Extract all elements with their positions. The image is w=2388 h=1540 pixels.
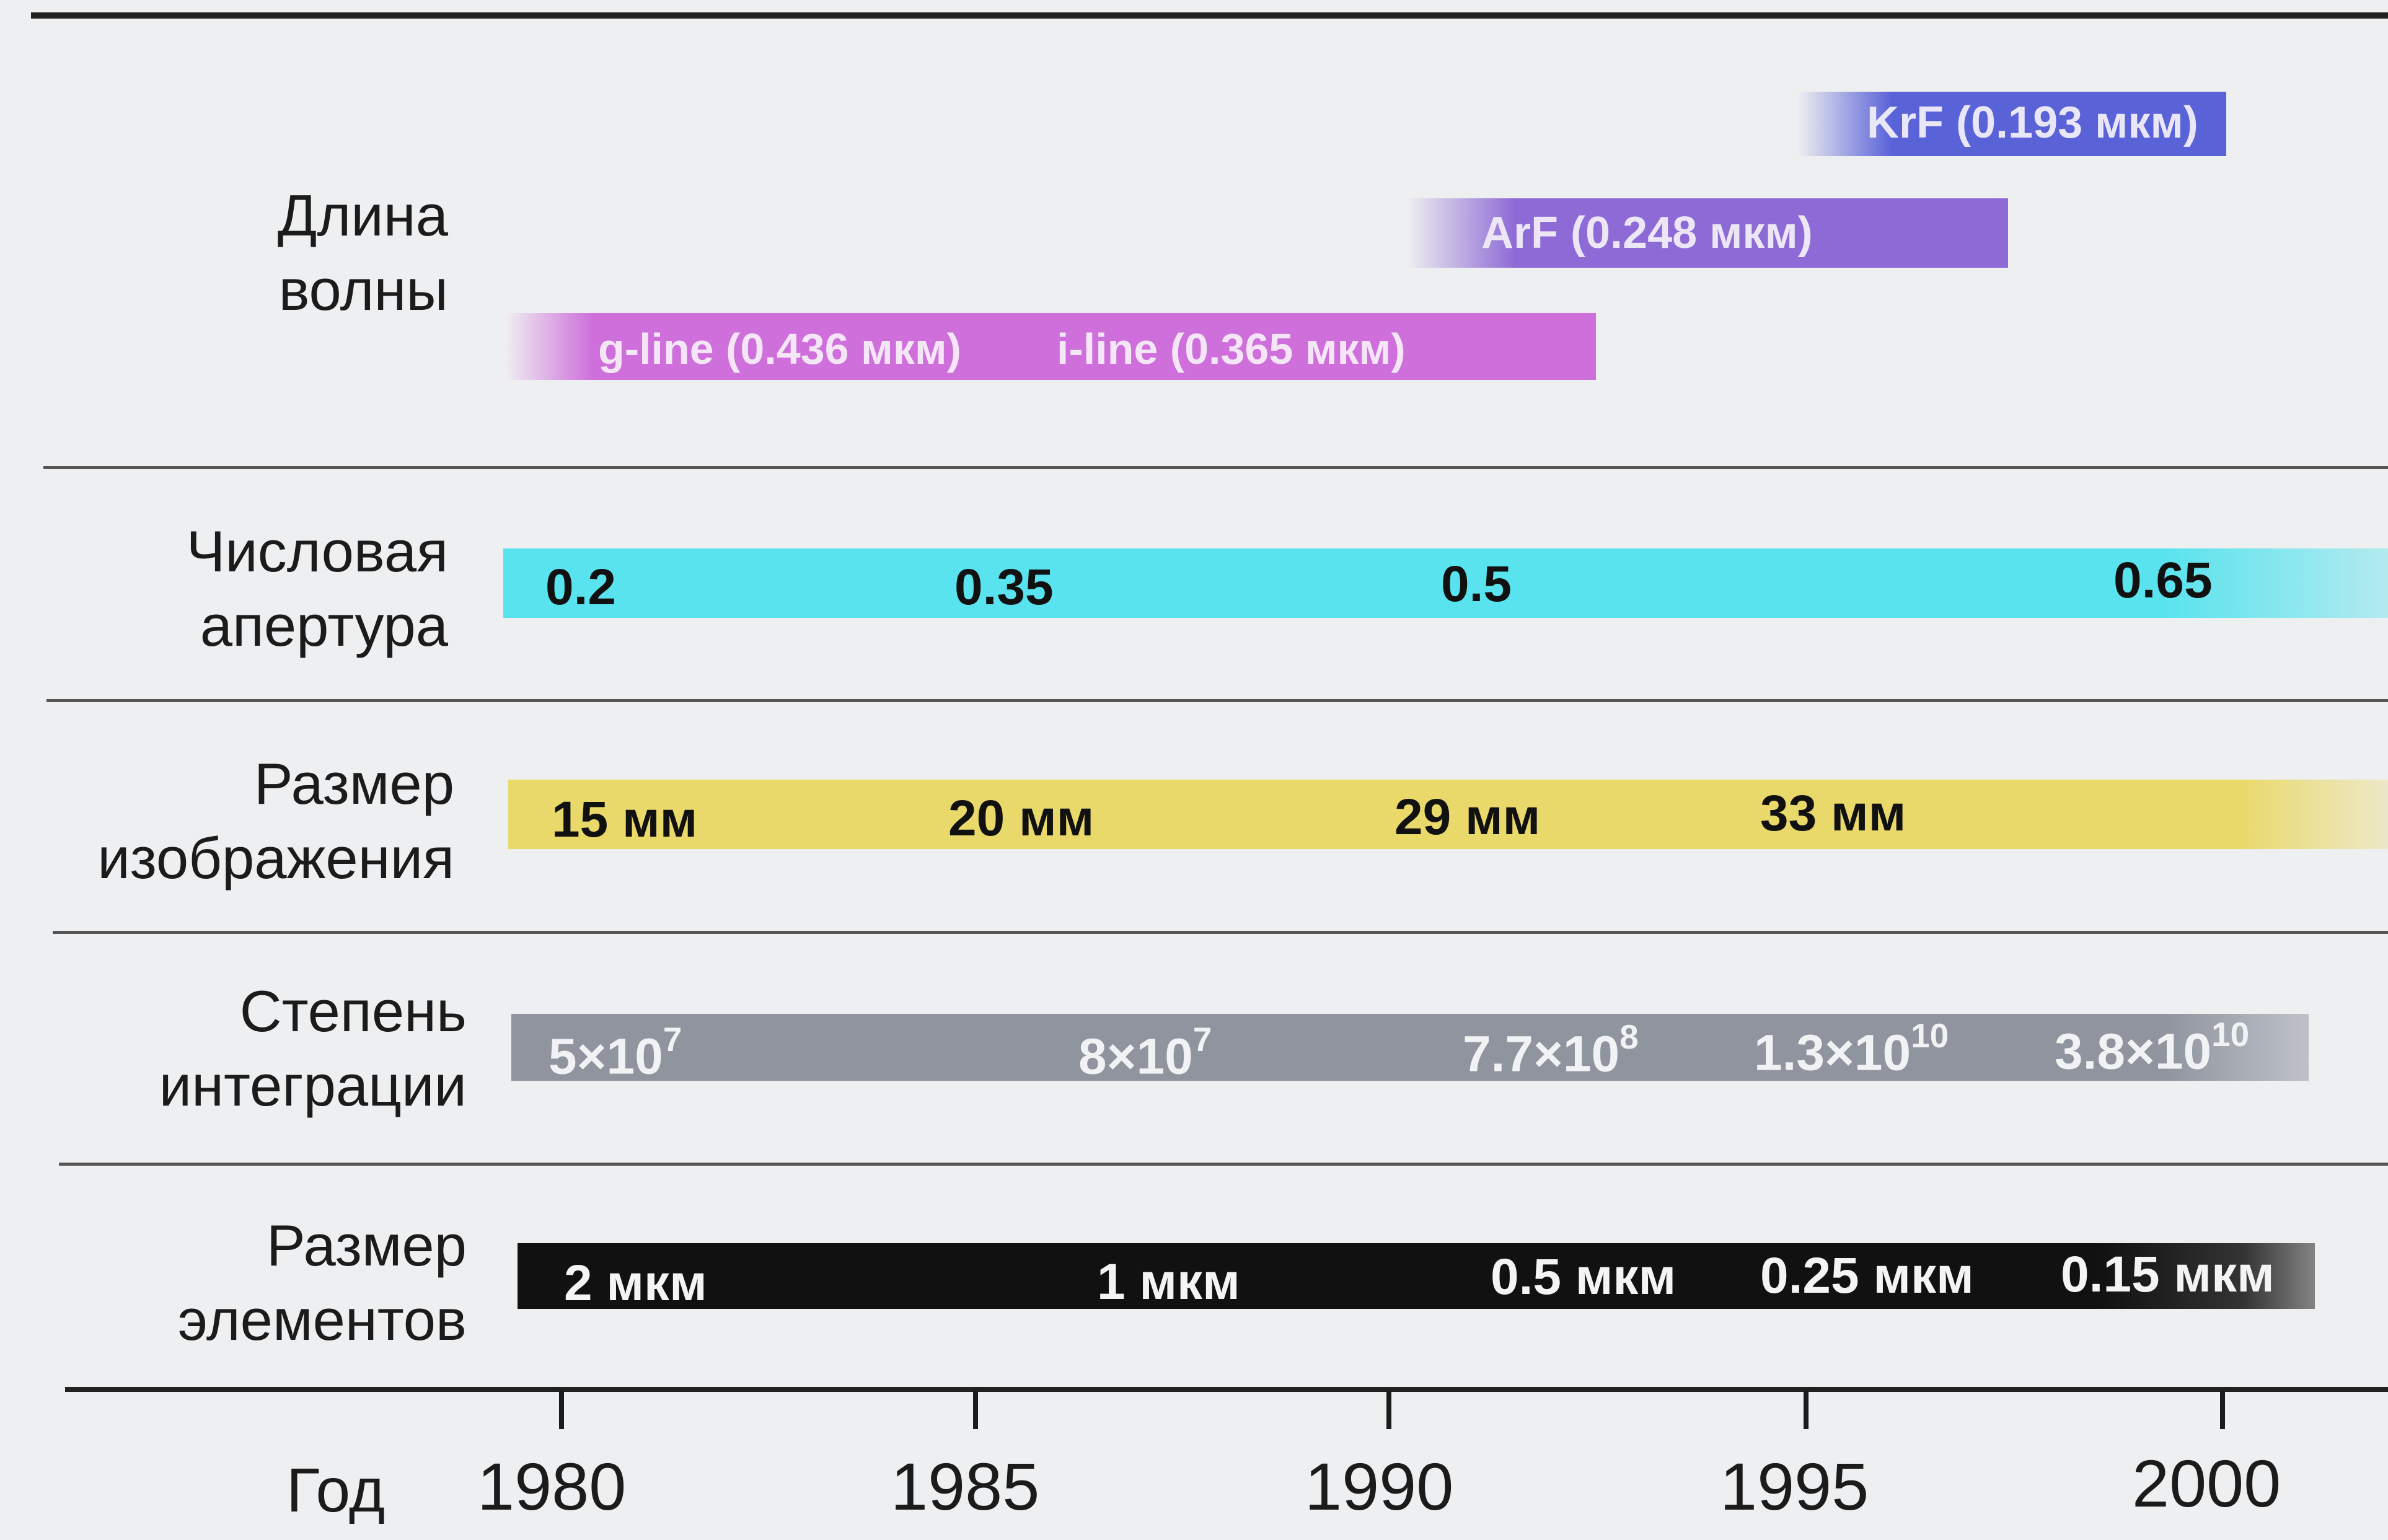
integration-value-3: 7.7×108 <box>1463 1018 1639 1083</box>
aperture-value-1: 0.2 <box>545 559 616 615</box>
integration-value-1: 5×107 <box>549 1020 682 1085</box>
feature-size-value-4: 0.25 мкм <box>1760 1247 1974 1304</box>
feature-size-bar <box>518 1243 2315 1309</box>
tick-1990 <box>1386 1391 1391 1429</box>
aperture-value-3: 0.5 <box>1441 556 1512 612</box>
year-1985: 1985 <box>891 1449 1040 1524</box>
tick-1995 <box>1804 1391 1809 1429</box>
arf-bar <box>1407 198 2008 268</box>
feature-size-value-2: 1 мкм <box>1097 1254 1240 1310</box>
aperture-value-2: 0.35 <box>954 559 1054 615</box>
gline-label: g-line (0.436 мкм) <box>598 325 961 373</box>
image-size-label: Размер изображения <box>97 751 454 891</box>
image-size-value-4: 33 мм <box>1760 785 1906 842</box>
integration-label: Степень интеграции <box>159 979 467 1118</box>
top-rule <box>31 12 2388 19</box>
arf-label: ArF (0.248 мкм) <box>1481 208 1813 258</box>
aperture-bar <box>503 548 2388 618</box>
year-2000: 2000 <box>2132 1446 2281 1521</box>
year-1995: 1995 <box>1720 1449 1869 1524</box>
separator-1 <box>43 466 2388 469</box>
gline-iline-bar <box>505 313 1596 380</box>
aperture-value-4: 0.65 <box>2113 552 2213 609</box>
krf-bar <box>1797 92 2226 156</box>
separator-3 <box>53 931 2388 934</box>
year-axis-label: Год <box>286 1456 386 1525</box>
year-1980: 1980 <box>477 1449 627 1524</box>
integration-value-2: 8×107 <box>1078 1020 1212 1085</box>
integration-value-4: 1.3×1010 <box>1754 1016 1949 1081</box>
iline-label: i-line (0.365 мкм) <box>1057 325 1406 373</box>
year-1990: 1990 <box>1305 1449 1454 1524</box>
tick-1980 <box>559 1391 564 1429</box>
axis-line <box>65 1387 2388 1392</box>
feature-size-value-3: 0.5 мкм <box>1491 1249 1676 1305</box>
image-size-value-2: 20 мм <box>948 790 1095 847</box>
tick-1985 <box>973 1391 978 1429</box>
wavelength-label: Длина волны <box>277 183 448 322</box>
separator-2 <box>46 699 2388 702</box>
tick-2000 <box>2220 1391 2225 1429</box>
feature-size-value-5: 0.15 мкм <box>2061 1246 2275 1303</box>
image-size-value-1: 15 мм <box>552 791 698 848</box>
integration-value-5: 3.8×1010 <box>2055 1015 2250 1080</box>
image-size-bar <box>508 780 2388 849</box>
feature-size-value-1: 2 мкм <box>564 1255 707 1311</box>
aperture-label: Числовая апертура <box>186 519 448 658</box>
integration-bar <box>511 1014 2309 1081</box>
image-size-value-3: 29 мм <box>1394 789 1541 845</box>
krf-label: KrF (0.193 мкм) <box>1867 98 2198 147</box>
feature-size-label: Размер элементов <box>177 1213 467 1352</box>
separator-4 <box>59 1163 2388 1166</box>
